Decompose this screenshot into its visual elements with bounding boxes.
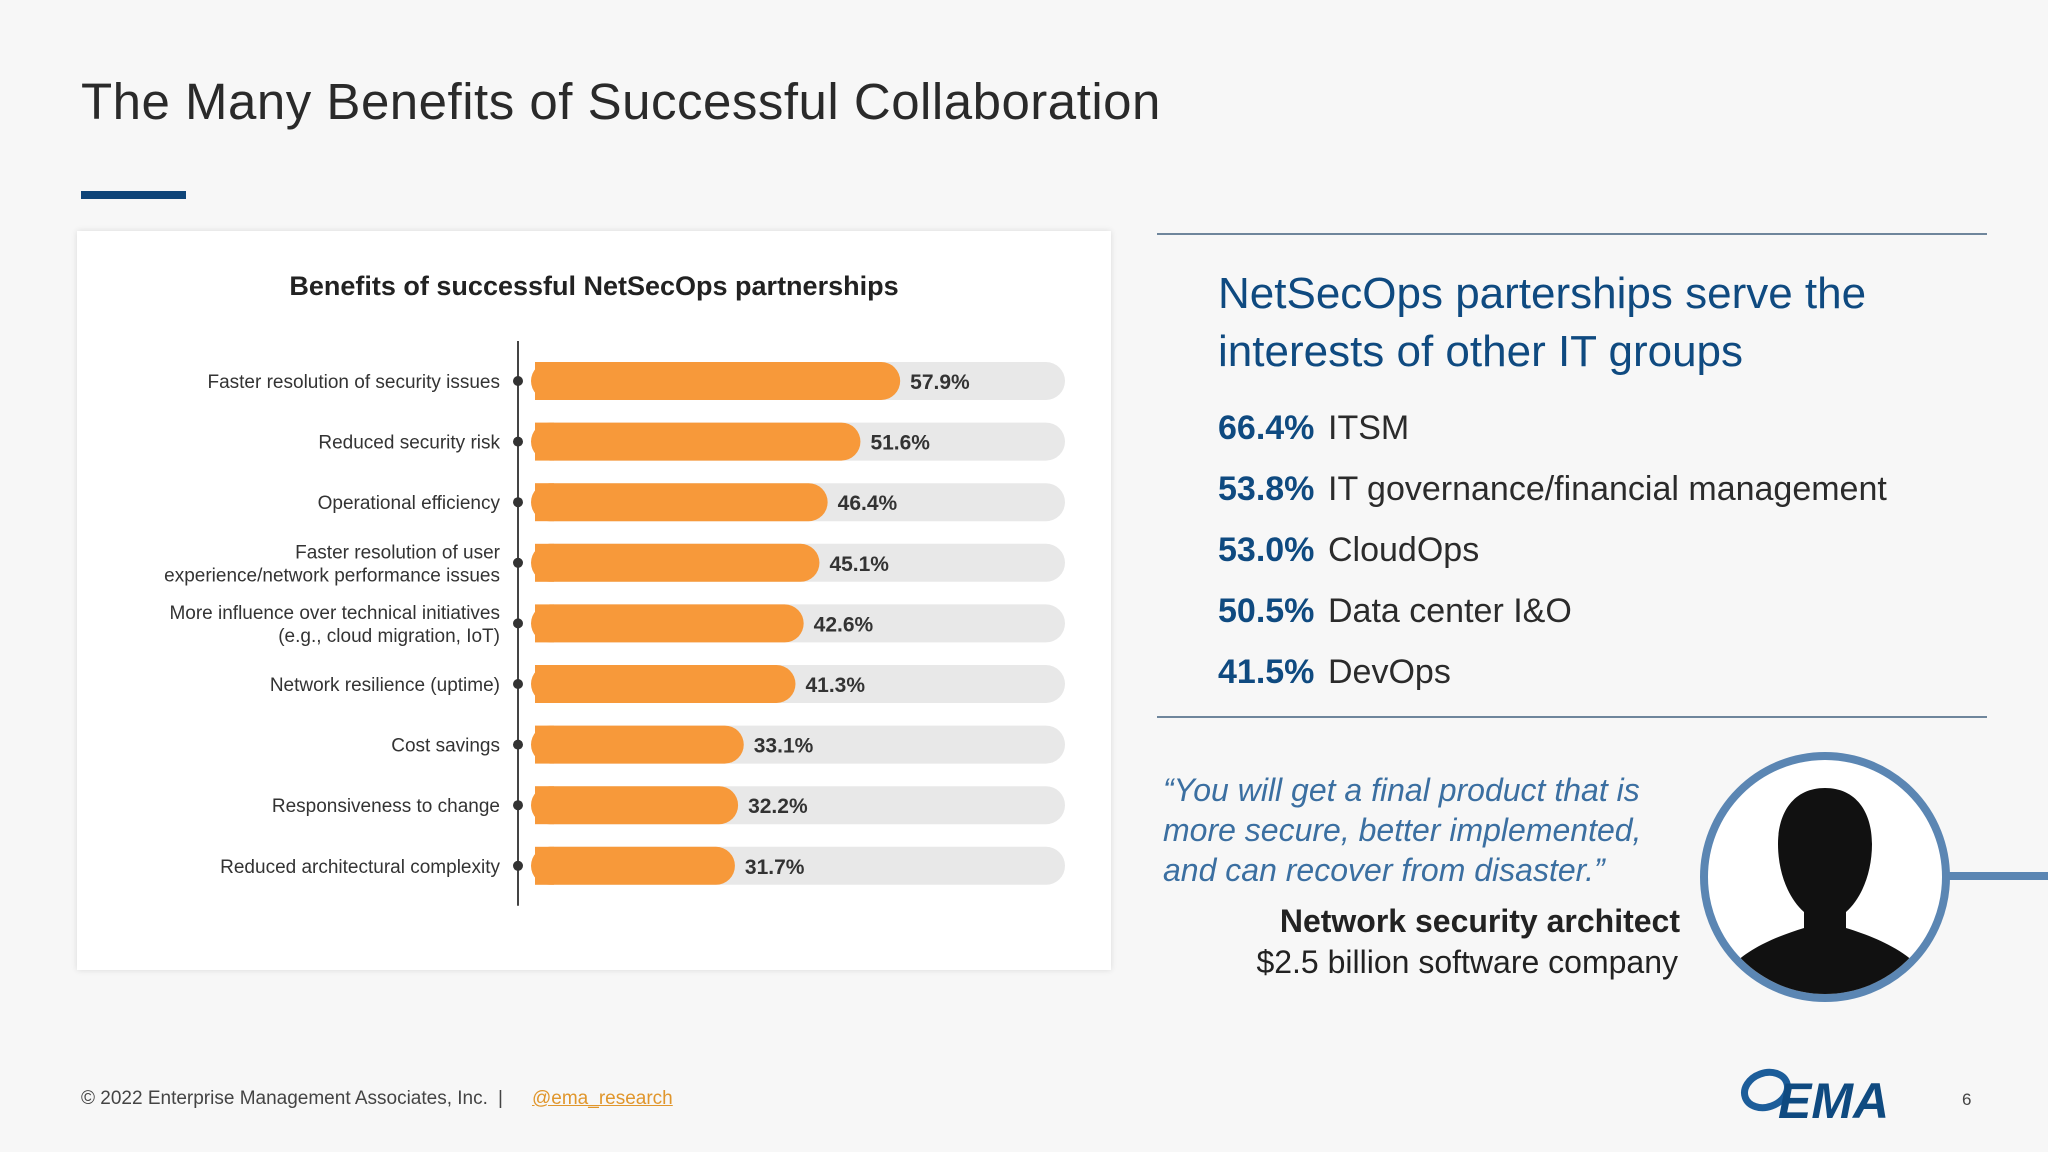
data-label: 32.2%	[748, 795, 808, 818]
footer-copyright: © 2022 Enterprise Management Associates,…	[81, 1088, 488, 1109]
stat-list: 66.4% ITSM 53.8% IT governance/financial ma…	[1218, 398, 1887, 703]
bar	[531, 786, 739, 825]
axis-marker	[513, 376, 523, 386]
slide-title: The Many Benefits of Successful Collabor…	[81, 73, 1161, 130]
category-label: Network resilience (uptime)	[270, 675, 500, 696]
avatar-connector-line	[1930, 872, 2048, 880]
bar-square-start	[535, 362, 554, 400]
data-label: 57.9%	[910, 371, 970, 394]
axis-marker	[513, 860, 523, 871]
category-label-line: Cost savings	[391, 736, 500, 757]
axis-marker	[513, 618, 523, 629]
axis-marker	[513, 436, 523, 447]
ema-logo: EMA	[1741, 1068, 1889, 1126]
stat-item: 66.4% ITSM	[1218, 398, 1887, 459]
logo-text: EMA	[1778, 1073, 1889, 1126]
category-label-line: Faster resolution of security issues	[207, 372, 500, 393]
axis-marker	[513, 739, 523, 750]
bar-square-start	[535, 422, 554, 461]
bar-square-start	[535, 543, 554, 582]
category-label-line: (e.g., cloud migration, IoT)	[278, 626, 500, 647]
person-silhouette-icon	[1730, 788, 1920, 994]
category-label: Faster resolution of user experience/netw…	[164, 542, 501, 586]
category-label: Cost savings	[391, 736, 500, 757]
data-label: 45.1%	[829, 553, 889, 576]
bar	[531, 725, 744, 764]
axis-marker	[513, 497, 523, 508]
stat-value: 50.5%	[1218, 592, 1315, 630]
stat-item: 41.5% DevOps	[1218, 642, 1887, 703]
category-label: Reduced architectural complexity	[220, 857, 500, 878]
category-label-line: Operational efficiency	[318, 493, 501, 514]
title-underline	[81, 191, 186, 199]
stat-value: 53.8%	[1218, 470, 1315, 508]
category-label: More influence over technical initiative…	[169, 603, 500, 647]
data-label: 51.6%	[870, 432, 930, 455]
category-label-line: Faster resolution of user	[295, 542, 501, 563]
category-label: Reduced security risk	[318, 433, 500, 454]
chart-title: Benefits of successful NetSecOps partner…	[289, 271, 899, 301]
category-label-line: Responsiveness to change	[272, 796, 500, 817]
bar	[531, 422, 861, 461]
category-label: Operational efficiency	[318, 493, 501, 514]
bar-square-start	[535, 483, 554, 522]
stat-label: IT governance/financial management	[1328, 470, 1887, 508]
axis-marker	[513, 557, 523, 568]
bar-chart: 57.9% Faster resolution of security issue…	[164, 341, 1065, 906]
category-label: Responsiveness to change	[272, 796, 500, 817]
stat-item: 53.8% IT governance/financial management	[1218, 459, 1887, 520]
bar	[531, 604, 804, 643]
data-label: 42.6%	[814, 613, 874, 636]
stat-label: Data center I&O	[1328, 592, 1572, 630]
stat-value: 53.0%	[1218, 531, 1315, 569]
bar	[531, 846, 735, 885]
category-label-line: experience/network performance issues	[164, 565, 500, 586]
page-number: 6	[1962, 1090, 1972, 1109]
bar	[531, 665, 796, 703]
panel-heading: NetSecOps parterships serve the interest…	[1218, 269, 1867, 376]
bar	[531, 362, 901, 400]
quote-author: Network security architect	[1279, 903, 1680, 939]
quote-organization: $2.5 billion software company	[1256, 944, 1678, 980]
chart-card: Benefits of successful NetSecOps partner…	[77, 231, 1111, 970]
category-label-line: Network resilience (uptime)	[270, 675, 500, 696]
category-label-line: Reduced security risk	[318, 433, 500, 454]
panel-bottom-rule	[1157, 716, 1987, 718]
category-label: Faster resolution of security issues	[207, 372, 500, 393]
stat-item: 50.5% Data center I&O	[1218, 581, 1887, 642]
footer-separator: |	[498, 1088, 503, 1109]
bar	[531, 543, 820, 582]
stat-label: DevOps	[1328, 653, 1451, 691]
data-label: 31.7%	[745, 856, 805, 879]
data-label: 41.3%	[805, 674, 865, 697]
data-label: 46.4%	[838, 492, 898, 515]
bar	[531, 483, 828, 522]
bar-square-start	[535, 665, 554, 703]
category-label-line: Reduced architectural complexity	[220, 857, 500, 878]
quote-text: “You will get a final product that is mo…	[1163, 772, 1642, 888]
bar-square-start	[535, 786, 554, 825]
stat-label: CloudOps	[1328, 531, 1480, 569]
bar-square-start	[535, 725, 554, 764]
bar-square-start	[535, 846, 554, 885]
bar-square-start	[535, 604, 554, 643]
avatar	[1700, 752, 1950, 1002]
stat-label: ITSM	[1328, 409, 1410, 447]
panel-top-rule	[1157, 233, 1987, 235]
stat-value: 41.5%	[1218, 653, 1315, 691]
data-label: 33.1%	[754, 735, 814, 758]
twitter-handle-link[interactable]: @ema_research	[532, 1088, 673, 1109]
category-label-line: More influence over technical initiative…	[169, 603, 500, 624]
stat-item: 53.0% CloudOps	[1218, 520, 1887, 581]
axis-marker	[513, 800, 523, 811]
axis-marker	[513, 679, 523, 689]
stat-value: 66.4%	[1218, 409, 1315, 447]
